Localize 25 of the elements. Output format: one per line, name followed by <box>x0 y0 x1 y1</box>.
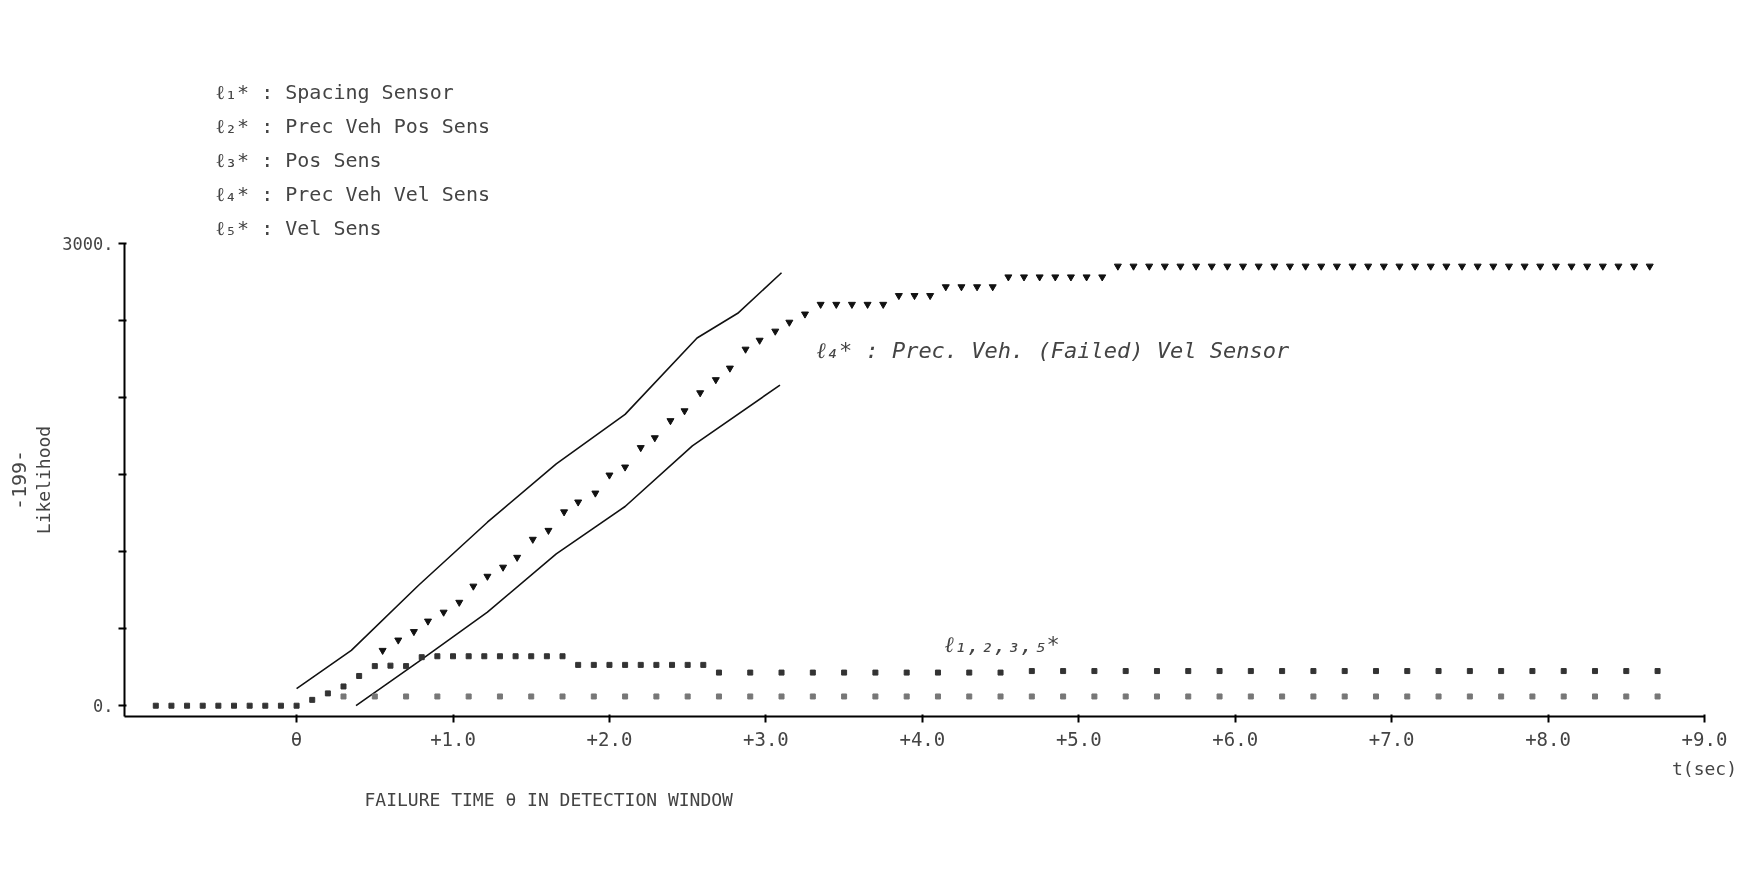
x-tick-label: +5.0 <box>1055 727 1102 750</box>
line-series <box>295 271 783 690</box>
x-tick-label: +8.0 <box>1525 727 1571 750</box>
x-tick-label: +9.0 <box>1681 727 1728 750</box>
x-axis-title: t(sec) <box>1671 757 1738 779</box>
x-tick-label: +2.0 <box>586 727 633 750</box>
text: -199- <box>6 449 31 511</box>
x-tick-label: +3.0 <box>743 727 789 750</box>
y-tick-label: 0. <box>93 696 114 717</box>
x-tick-label: +1.0 <box>430 727 476 750</box>
x-tick-label: +6.0 <box>1212 727 1259 750</box>
text: ℓ₅* : Vel Sens <box>215 215 382 240</box>
x-tick-label: +7.0 <box>1368 727 1415 750</box>
y-axis-title: Likelihood <box>33 425 55 535</box>
x-tick-label: +4.0 <box>899 727 946 750</box>
annotation: ℓ₄* : Prec. Veh. (Failed) Vel Sensor <box>816 338 1290 363</box>
x-tick-label: θ <box>290 727 303 750</box>
text: FAILURE TIME θ IN DETECTION WINDOW <box>364 788 734 810</box>
y-tick-label: 3000. <box>62 234 114 254</box>
text: ℓ₃* : Pos Sens <box>215 147 382 172</box>
text: ℓ₄* : Prec Veh Vel Sens <box>215 181 490 206</box>
line-series <box>355 384 781 707</box>
text: ℓ₂* : Prec Veh Pos Sens <box>215 113 490 138</box>
annotation: ℓ₁,₂,₃,₅* <box>944 632 1060 657</box>
text: ℓ₁* : Spacing Sensor <box>215 79 454 104</box>
